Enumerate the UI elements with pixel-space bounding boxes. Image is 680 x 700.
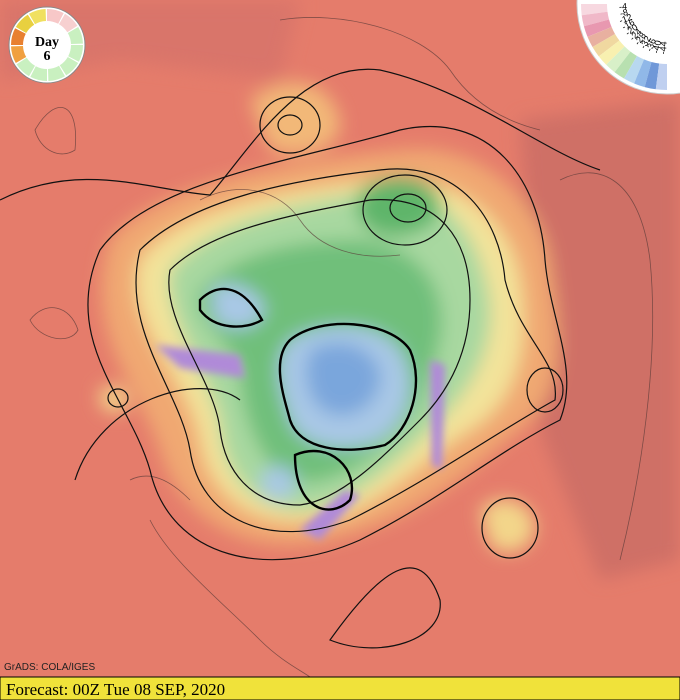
- credit: GrADS: COLA/IGES: [4, 662, 95, 673]
- cold-band: [155, 345, 445, 540]
- scale-band: [644, 62, 660, 90]
- dial-segment: [30, 66, 47, 81]
- scale-band: [634, 59, 652, 88]
- scale-band: [587, 27, 615, 47]
- day-dial: [8, 6, 86, 84]
- scale-label: -44: [658, 41, 669, 55]
- scale-label: -36: [644, 37, 658, 53]
- scale-band: [624, 56, 644, 84]
- dial-segment: [48, 65, 65, 81]
- scale-label: -40: [651, 39, 664, 54]
- dial-segment: [47, 8, 64, 24]
- scale-label: -8: [619, 7, 629, 18]
- dial-segment: [15, 14, 35, 33]
- scale-band: [581, 11, 609, 27]
- scale-hub: [641, 0, 680, 30]
- dial-segment: [59, 13, 78, 33]
- dial-segment: [16, 57, 35, 77]
- day-label: Day: [35, 35, 59, 50]
- scale-label: -4: [619, 1, 628, 12]
- dial-segment: [68, 45, 83, 62]
- color-scale: -4-8-12-16-20-24-28-32-36-40-44: [576, 0, 680, 95]
- day-value: 6: [44, 49, 51, 64]
- scale-band: [583, 19, 612, 37]
- scale-label: -12: [618, 12, 634, 26]
- scale-band: [655, 63, 667, 91]
- dial-segment: [67, 27, 83, 44]
- scale-band: [606, 46, 631, 73]
- scale-band: [592, 34, 620, 57]
- coastlines: [29, 17, 654, 678]
- dial-center: [24, 22, 70, 68]
- scale-band: [614, 51, 637, 79]
- footer-bar: [0, 676, 680, 700]
- dial-segment: [59, 57, 79, 76]
- dial-segment: [29, 9, 46, 25]
- scale-band: [580, 4, 608, 16]
- scale-band: [598, 40, 625, 65]
- dial-segment: [11, 46, 27, 63]
- footer-text: Forecast: 00Z Tue 08 SEP, 2020: [6, 680, 225, 699]
- dial-segment: [10, 28, 26, 45]
- height-contours: [0, 68, 601, 649]
